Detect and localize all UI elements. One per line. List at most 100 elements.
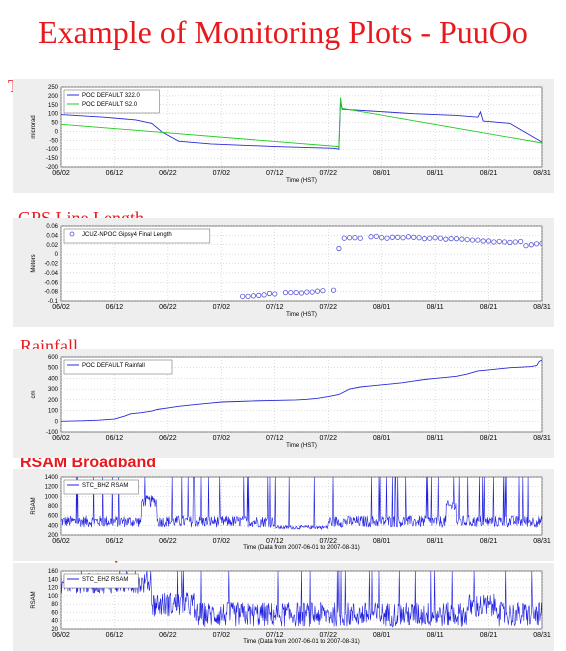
x-tick-label: 08/01: [373, 435, 391, 442]
x-tick-label: 06/12: [106, 304, 124, 311]
x-tick-label: 07/12: [266, 538, 284, 545]
legend-label: STC_EHZ RSAM: [82, 577, 128, 583]
y-tick-label: 50: [51, 121, 58, 127]
y-tick-label: 100: [48, 594, 59, 600]
y-tick-label: 1000: [45, 494, 59, 500]
x-tick-label: 06/02: [52, 538, 70, 545]
x-axis-label: Time (Data from 2007-06-01 to 2007-08-31…: [243, 545, 360, 551]
y-tick-label: 160: [48, 569, 59, 575]
y-tick-label: 400: [48, 376, 59, 382]
data-point: [352, 235, 358, 241]
x-tick-label: 08/01: [373, 304, 391, 311]
data-point: [405, 234, 411, 240]
x-tick-label: 07/22: [319, 304, 337, 311]
legend-label: POC DEFAULT Rainfall: [82, 363, 145, 369]
data-point: [330, 287, 337, 293]
x-tick-label: 08/11: [427, 170, 444, 177]
x-tick-label: 07/22: [319, 435, 337, 442]
series-line: [61, 477, 542, 530]
data-point: [485, 238, 492, 244]
series-line: [61, 97, 542, 148]
x-tick-label: 06/22: [159, 632, 177, 639]
legend-label: POC DEFAULT S2.0: [82, 102, 138, 108]
x-tick-label: 08/11: [427, 632, 444, 639]
x-tick-label: 06/12: [106, 538, 124, 545]
legend: POC DEFAULT 322.0 POC DEFAULT S2.0: [63, 89, 160, 114]
series-line: [61, 359, 542, 422]
legend-label: STC_BHZ RSAM: [82, 483, 128, 489]
y-tick-label: -100: [46, 430, 59, 436]
x-tick-label: 08/01: [373, 538, 391, 545]
data-point: [357, 235, 363, 241]
data-point: [453, 236, 460, 242]
data-point: [314, 288, 321, 294]
x-tick-label: 08/31: [533, 304, 551, 311]
data-point: [250, 293, 256, 299]
data-point: [256, 292, 262, 298]
data-point: [448, 236, 454, 242]
data-point: [266, 290, 273, 297]
chart-1: 06/02 06/12 06/22 07/02 07/12 07/22 08/01 08/11…: [13, 218, 554, 327]
data-point: [293, 289, 299, 296]
x-tick-label: 08/21: [480, 538, 498, 545]
x-tick-label: 08/01: [373, 170, 391, 177]
legend-box: [63, 228, 211, 244]
data-point: [459, 236, 465, 242]
data-point: [411, 234, 417, 240]
y-axis-label: RSAM: [31, 591, 37, 608]
plot-series: [61, 571, 542, 628]
y-tick-label: 1400: [45, 475, 59, 481]
data-point: [501, 239, 508, 245]
legend-box: [63, 359, 173, 375]
data-point: [507, 239, 513, 246]
data-point: [443, 236, 449, 242]
y-tick-label: 0.02: [46, 243, 58, 249]
x-tick-label: 07/22: [319, 632, 337, 639]
y-tick-label: 250: [48, 85, 59, 91]
x-tick-label: 08/31: [533, 538, 551, 545]
data-point: [539, 240, 542, 246]
legend-marker: [69, 231, 75, 237]
y-tick-label: 0: [55, 129, 59, 135]
y-tick-label: 1200: [45, 485, 59, 491]
y-axis-label: RSAM: [31, 497, 37, 514]
data-point: [427, 235, 433, 241]
y-tick-label: 200: [48, 398, 59, 404]
data-point: [272, 291, 278, 297]
y-tick-label: 0.04: [46, 233, 58, 239]
x-tick-label: 08/31: [533, 435, 551, 442]
data-point: [416, 235, 422, 241]
y-tick-label: -0.02: [44, 262, 58, 268]
y-tick-label: 200: [48, 94, 59, 100]
x-axis-label: Time (Data from 2007-06-01 to 2007-08-31…: [243, 639, 360, 645]
x-tick-label: 06/12: [106, 435, 124, 442]
x-tick-label: 06/02: [52, 304, 70, 311]
y-tick-label: -0.04: [44, 271, 58, 277]
data-point: [395, 234, 401, 240]
data-point: [389, 234, 395, 240]
x-tick-label: 07/12: [266, 435, 284, 442]
y-tick-label: 60: [51, 610, 58, 616]
series-line: [61, 571, 542, 628]
data-point: [512, 239, 518, 245]
y-tick-label: 200: [48, 533, 59, 539]
y-tick-label: -50: [49, 138, 58, 144]
data-point: [475, 237, 481, 243]
data-point: [518, 238, 524, 245]
data-point: [298, 290, 305, 296]
y-axis-label: cm: [31, 391, 37, 399]
y-tick-label: 400: [48, 523, 59, 529]
data-point: [400, 235, 406, 241]
y-tick-label: 0: [55, 252, 59, 258]
y-tick-label: 600: [48, 355, 59, 361]
x-axis-label: Time (HST): [286, 443, 317, 449]
x-tick-label: 08/21: [480, 304, 498, 311]
data-point: [421, 236, 428, 242]
y-tick-label: 20: [51, 627, 58, 633]
y-tick-label: -0.1: [48, 299, 59, 305]
data-point: [282, 289, 289, 296]
data-point: [384, 235, 390, 241]
data-point: [480, 238, 486, 244]
legend: STC_BHZ RSAM: [63, 479, 139, 495]
y-tick-label: 100: [48, 409, 59, 415]
